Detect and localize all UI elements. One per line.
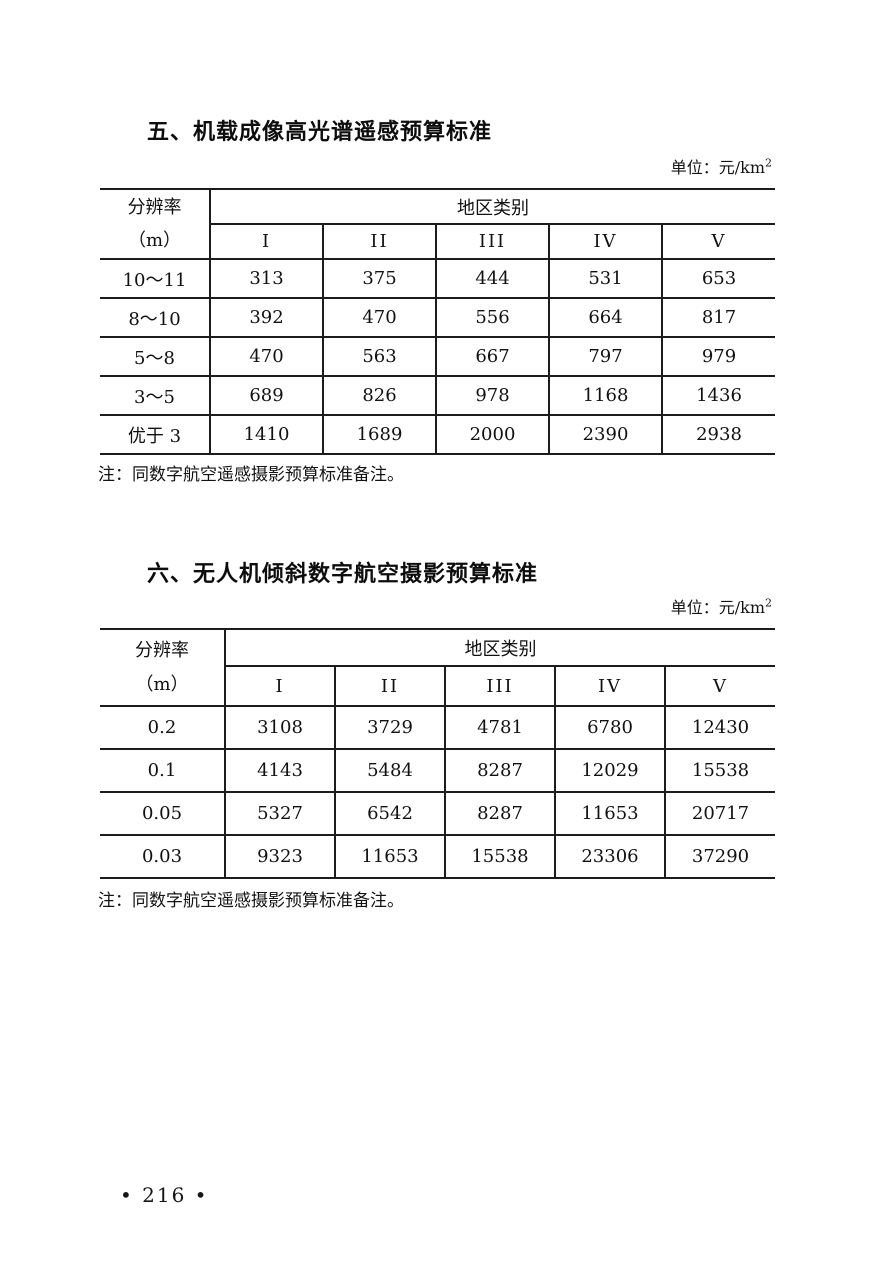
row-header-line2: （m） [127, 230, 182, 251]
table-row: 0.03 9323 11653 15538 23306 37290 [100, 834, 776, 879]
table-cell: 1436 [660, 375, 776, 416]
table-cell: 1410 [209, 414, 324, 455]
row-label: 0.2 [100, 705, 226, 750]
table-cell: 4143 [224, 748, 336, 793]
group-header-cell: 地区类别 [223, 628, 776, 667]
table-cell: 8287 [444, 791, 556, 836]
unit-superscript: 2 [765, 596, 772, 610]
section5-budget-table: 分辨率 （m） 地区类别 I II III IV V 10～11 313 375… [100, 188, 776, 455]
table-cell: 556 [435, 297, 550, 338]
table-cell: 9323 [224, 834, 336, 879]
table-cell: 1168 [548, 375, 663, 416]
table-cell: 470 [209, 336, 324, 377]
column-header: III [444, 665, 556, 707]
table-cell: 15538 [444, 834, 556, 879]
row-header-cell: 分辨率 （m） [100, 628, 226, 707]
table-cell: 653 [660, 258, 776, 299]
table-cell: 12430 [663, 705, 776, 750]
table-cell: 978 [435, 375, 550, 416]
group-header-cell: 地区类别 [208, 188, 776, 225]
unit-text: 单位：元/km [670, 598, 765, 617]
table-cell: 817 [660, 297, 776, 338]
row-header-line1: 分辨率 [135, 640, 189, 662]
table-cell: 689 [209, 375, 324, 416]
table-cell: 2000 [435, 414, 550, 455]
table-cell: 470 [322, 297, 437, 338]
table-cell: 20717 [663, 791, 776, 836]
unit-text: 单位：元/km [670, 158, 765, 177]
table-cell: 8287 [444, 748, 556, 793]
table-cell: 11653 [334, 834, 446, 879]
column-header: I [224, 665, 336, 707]
table-cell: 531 [548, 258, 663, 299]
table-cell: 4781 [444, 705, 556, 750]
table-header-row: 分辨率 （m） 地区类别 [100, 628, 776, 707]
section6-note: 注：同数字航空遥感摄影预算标准备注。 [98, 891, 404, 911]
column-header: III [435, 223, 550, 260]
column-header: V [663, 665, 776, 707]
row-label: 5～8 [100, 336, 211, 377]
row-label: 0.03 [100, 834, 226, 879]
table-cell: 6780 [554, 705, 666, 750]
table-cell: 392 [209, 297, 324, 338]
row-label: 优于 3 [100, 414, 211, 455]
table-cell: 3729 [334, 705, 446, 750]
section6-title: 六、无人机倾斜数字航空摄影预算标准 [147, 562, 539, 587]
table-row: 5～8 470 563 667 797 979 [100, 336, 776, 377]
column-header: IV [548, 223, 663, 260]
column-header: I [209, 223, 324, 260]
table-cell: 5327 [224, 791, 336, 836]
row-label: 8～10 [100, 297, 211, 338]
table-row: 10～11 313 375 444 531 653 [100, 258, 776, 299]
table-row: 0.1 4143 5484 8287 12029 15538 [100, 748, 776, 793]
row-header-line2: （m） [135, 673, 189, 695]
table-cell: 3108 [224, 705, 336, 750]
table-cell: 12029 [554, 748, 666, 793]
table-cell: 313 [209, 258, 324, 299]
row-label: 0.05 [100, 791, 226, 836]
row-label: 10～11 [100, 258, 211, 299]
table-cell: 979 [660, 336, 776, 377]
table-cell: 563 [322, 336, 437, 377]
table-cell: 15538 [663, 748, 776, 793]
section5-title: 五、机载成像高光谱遥感预算标准 [147, 120, 493, 145]
page-number: • 216 • [120, 1183, 209, 1207]
table-cell: 667 [435, 336, 550, 377]
table-header-row: 分辨率 （m） 地区类别 [100, 188, 776, 260]
table-row: 8～10 392 470 556 664 817 [100, 297, 776, 338]
table-cell: 5484 [334, 748, 446, 793]
unit-superscript: 2 [765, 156, 772, 170]
row-label: 0.1 [100, 748, 226, 793]
table-cell: 2390 [548, 414, 663, 455]
column-header: II [334, 665, 446, 707]
table-cell: 797 [548, 336, 663, 377]
section6-unit-label: 单位：元/km2 [671, 594, 772, 618]
section6-budget-table: 分辨率 （m） 地区类别 I II III IV V 0.2 3108 3729… [100, 628, 776, 879]
table-row: 优于 3 1410 1689 2000 2390 2938 [100, 414, 776, 455]
table-cell: 826 [322, 375, 437, 416]
table-cell: 375 [322, 258, 437, 299]
column-header: V [660, 223, 776, 260]
table-column-row: I II III IV V [100, 223, 776, 260]
column-header: IV [554, 665, 666, 707]
table-row: 3～5 689 826 978 1168 1436 [100, 375, 776, 416]
table-cell: 11653 [554, 791, 666, 836]
table-cell: 664 [548, 297, 663, 338]
column-header: II [322, 223, 437, 260]
table-row: 0.2 3108 3729 4781 6780 12430 [100, 705, 776, 750]
section5-note: 注：同数字航空遥感摄影预算标准备注。 [98, 465, 404, 485]
table-row: 0.05 5327 6542 8287 11653 20717 [100, 791, 776, 836]
row-header-cell: 分辨率 （m） [100, 188, 211, 260]
row-label: 3～5 [100, 375, 211, 416]
table-cell: 1689 [322, 414, 437, 455]
section5-unit-label: 单位：元/km2 [671, 154, 772, 178]
row-header-line1: 分辨率 [127, 196, 182, 218]
table-cell: 23306 [554, 834, 666, 879]
table-cell: 2938 [660, 414, 776, 455]
table-cell: 6542 [334, 791, 446, 836]
table-column-row: I II III IV V [100, 665, 776, 707]
table-cell: 444 [435, 258, 550, 299]
table-cell: 37290 [663, 834, 776, 879]
